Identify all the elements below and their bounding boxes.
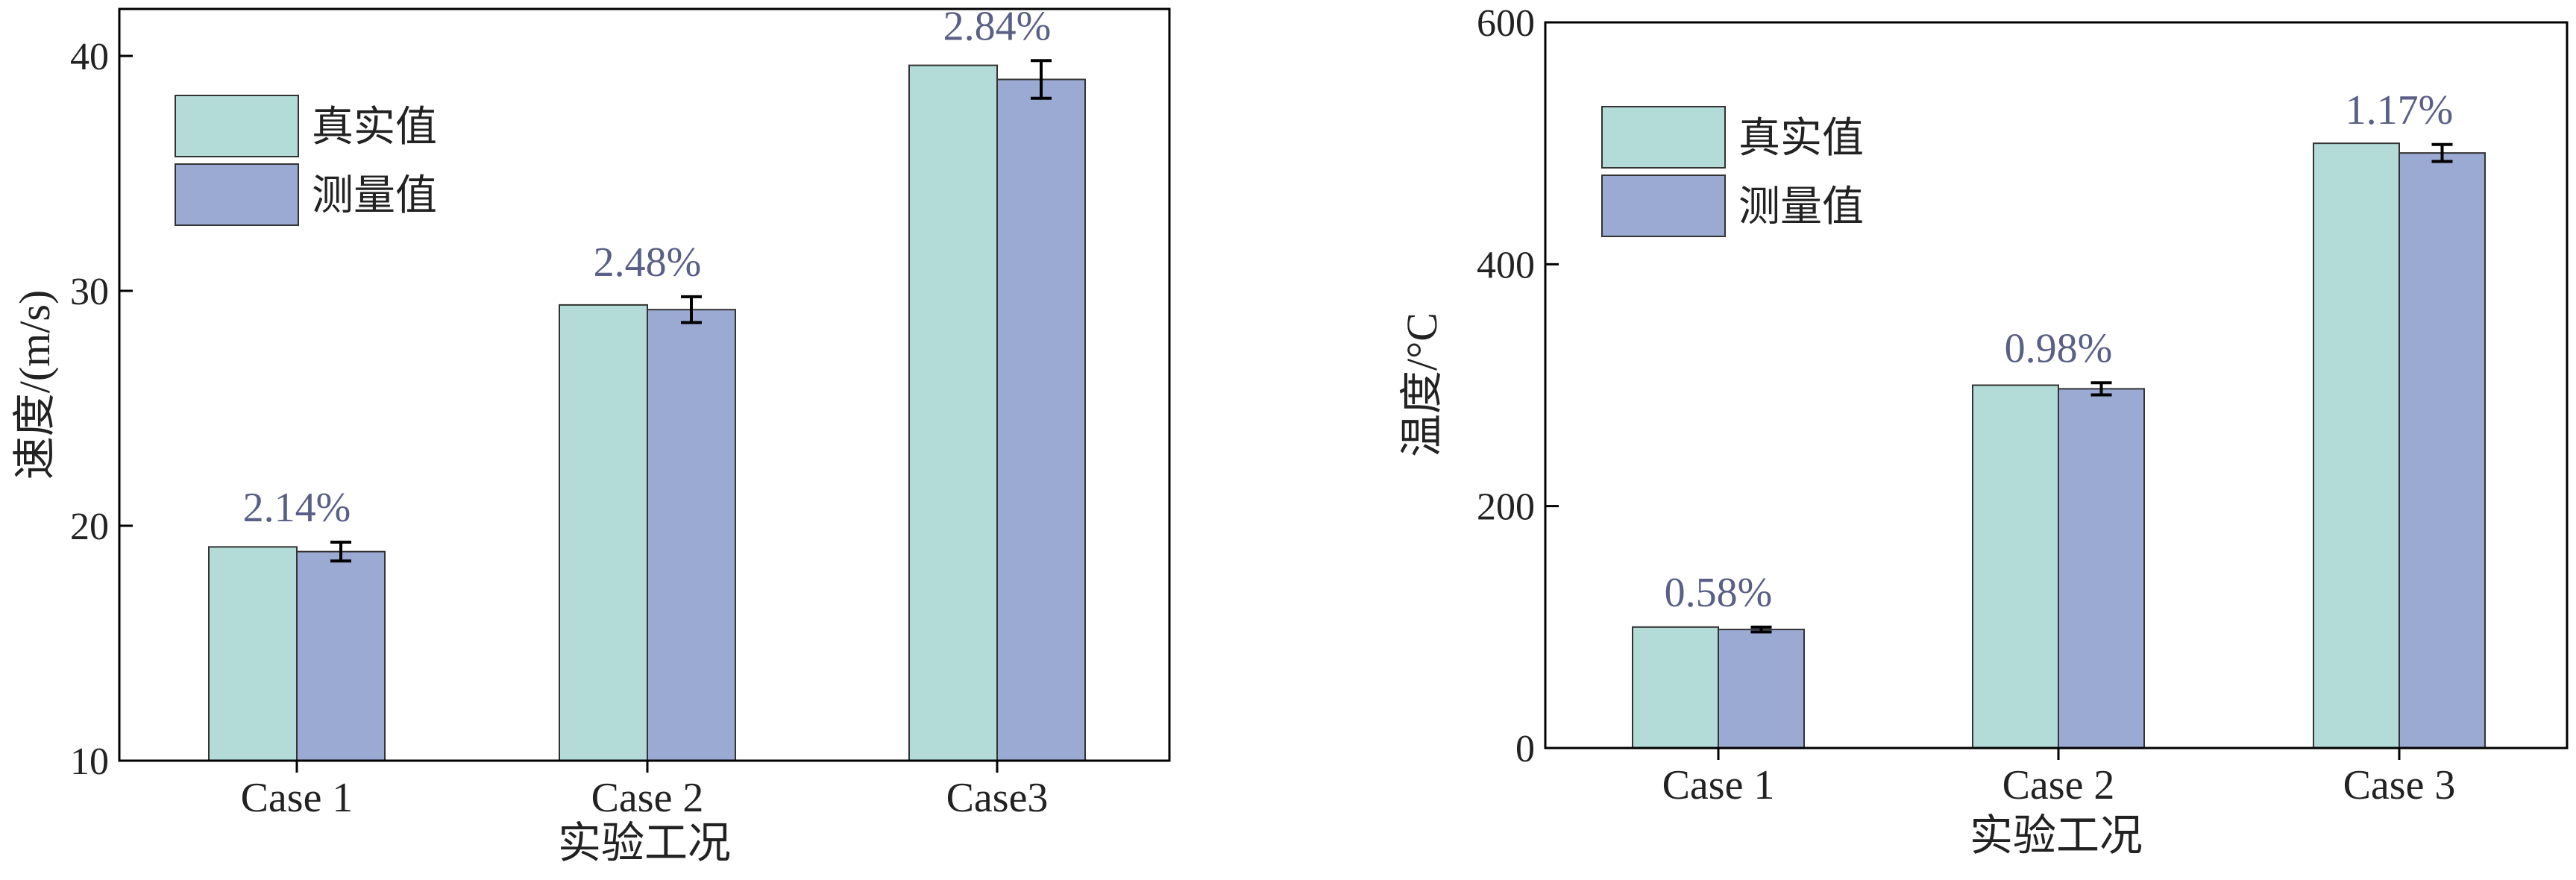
error-bar-2 <box>681 295 702 324</box>
x-tick-label: Case 2 <box>2002 762 2115 808</box>
y-tick-label: 400 <box>1477 244 1535 286</box>
bar-measured-3 <box>996 78 1086 761</box>
legend-swatch-1 <box>175 95 299 157</box>
legend-label-2: 测量值 <box>312 173 437 219</box>
bar-measured-1 <box>296 550 386 762</box>
error-bar-3 <box>1031 59 1052 100</box>
x-tick-label: Case 2 <box>591 775 704 821</box>
data-label-2: 0.98% <box>2005 325 2113 371</box>
data-label-1: 2.14% <box>243 485 351 531</box>
bar-measured-2 <box>647 309 736 761</box>
legend-swatch-1 <box>1601 106 1726 169</box>
y-tick-label: 200 <box>1477 486 1535 529</box>
bar-true-1 <box>208 546 298 761</box>
bar-true-3 <box>2313 142 2400 749</box>
legend-label-1: 真实值 <box>1738 116 1864 162</box>
error-bar-1 <box>1750 625 1772 634</box>
y-tick-label: 600 <box>1477 2 1535 45</box>
bar-true-1 <box>1632 626 1719 749</box>
y-axis-title: 速度/(m/s) <box>10 290 59 480</box>
data-label-2: 2.48% <box>594 239 702 286</box>
chart-2: 0.58% 0.98% 1.17% 0 200 400 600 Case 1 Case 2 Cas… <box>1398 2 2569 860</box>
y-tick-label: 40 <box>70 36 109 78</box>
y-tick-label: 30 <box>70 271 109 313</box>
x-tick-label: Case3 <box>946 775 1049 821</box>
legend-label-1: 真实值 <box>312 104 437 151</box>
bar-measured-2 <box>2058 388 2145 749</box>
bar-true-2 <box>559 304 648 761</box>
y-axis-title: 温度/°C <box>1398 312 1446 457</box>
legend-swatch-2 <box>1601 175 1726 237</box>
chart-1: 2.14% 2.48% 2.84% 10 20 30 40 Case 1 Case 2 Case3… <box>10 3 1171 867</box>
error-bar-1 <box>330 541 351 563</box>
x-tick-label: Case 1 <box>241 775 354 821</box>
bar-true-2 <box>1972 384 2059 749</box>
error-bar-2 <box>2090 381 2112 397</box>
bar-true-3 <box>908 64 998 762</box>
y-tick-label: 10 <box>70 741 109 783</box>
data-label-3: 2.84% <box>943 3 1052 49</box>
data-label-3: 1.17% <box>2346 87 2454 133</box>
y-tick-label: 0 <box>1515 728 1535 770</box>
legend-label-2: 测量值 <box>1738 184 1864 230</box>
bar-measured-1 <box>1718 629 1805 749</box>
x-axis-title: 实验工况 <box>1970 811 2143 860</box>
plot-frame <box>1544 21 2569 749</box>
x-tick-label: Case 3 <box>2343 762 2456 808</box>
legend-swatch-2 <box>175 163 299 226</box>
data-label-1: 0.58% <box>1665 570 1773 616</box>
y-tick-label: 20 <box>70 506 109 548</box>
bar-measured-3 <box>2398 152 2486 749</box>
x-tick-label: Case 1 <box>1662 762 1775 808</box>
error-bar-3 <box>2431 142 2453 163</box>
x-axis-title: 实验工况 <box>558 819 731 867</box>
plot-frame <box>118 7 1171 762</box>
